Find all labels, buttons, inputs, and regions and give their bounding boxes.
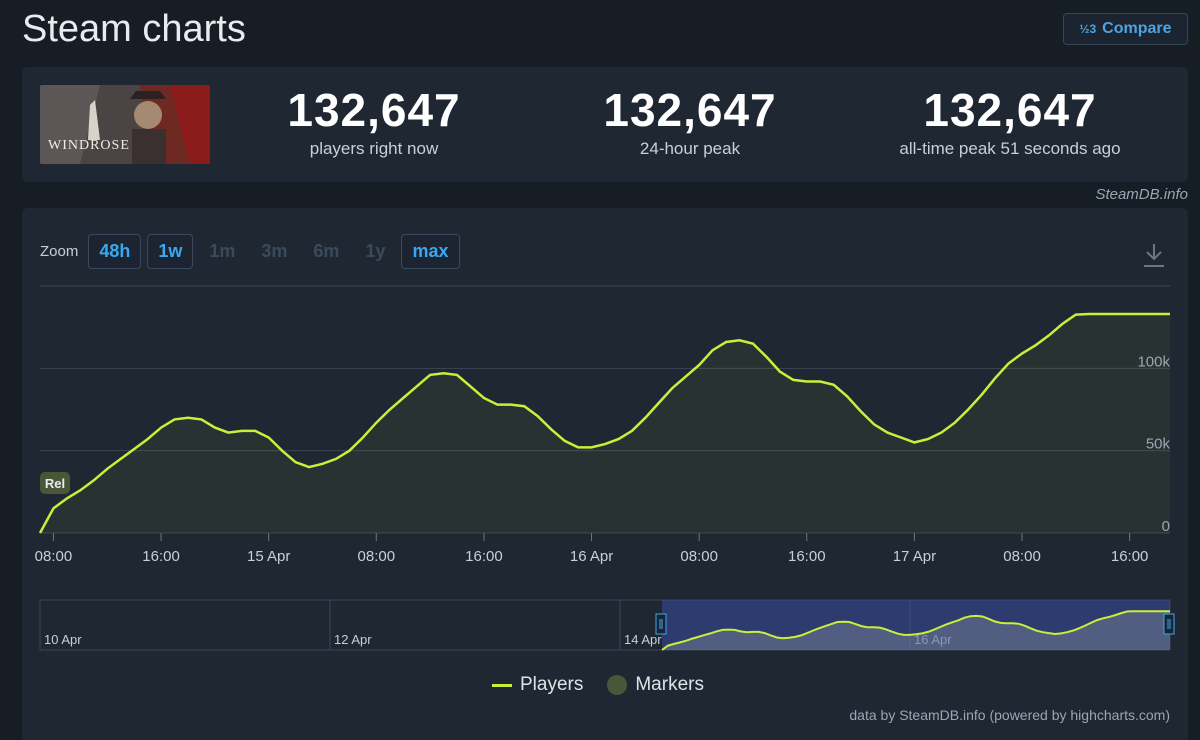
compare-button[interactable]: ½3 Compare <box>1063 13 1188 45</box>
game-logo-text: WINDROSE <box>48 138 130 153</box>
zoom-1y-button[interactable]: 1y <box>365 241 386 261</box>
chart-gridlines <box>40 285 1170 534</box>
zoom-max-button[interactable]: max <box>401 234 460 269</box>
x-tick-label: 15 Apr <box>247 548 290 565</box>
compare-label: Compare <box>1102 20 1172 37</box>
navigator-series-line <box>661 610 1170 651</box>
legend-markers[interactable]: Markers <box>607 674 704 696</box>
peak24-value: 132,647 <box>603 84 777 136</box>
legend-markers-label: Markers <box>635 674 704 695</box>
chart-panel: Zoom 48h 1w 1m 3m 6m 1y max 0 50k 100k 08:… <box>22 208 1188 740</box>
zoom-48h-button[interactable]: 48h <box>88 234 142 269</box>
legend-players-swatch <box>492 683 512 687</box>
download-icon[interactable] <box>1142 242 1166 268</box>
zoom-6m-button[interactable]: 6m <box>313 241 340 261</box>
current-players-value: 132,647 <box>287 84 461 136</box>
stats-panel: WINDROSE 132,647 players right now 132,6… <box>22 67 1188 182</box>
x-tick-label: 16 Apr <box>570 548 613 565</box>
stat-24h-peak: 132,647 24-hour peak <box>570 83 810 159</box>
footer-credit[interactable]: data by SteamDB.info (powered by highcha… <box>849 707 1170 723</box>
zoom-label: Zoom <box>40 243 79 260</box>
x-tick-label: 16:00 <box>788 548 826 565</box>
x-tick-label: 08:00 <box>680 548 718 565</box>
y-tick-label: 100k <box>1137 353 1170 370</box>
release-marker[interactable]: Rel <box>40 472 70 494</box>
x-tick-label: 17 Apr <box>893 548 936 565</box>
x-tick-label: 08:00 <box>358 548 396 565</box>
page-title: Steam charts <box>22 8 246 50</box>
peak24-label: 24-hour peak <box>639 139 741 158</box>
stat-alltime-peak: 132,647 all-time peak 51 seconds ago <box>860 83 1160 159</box>
zoom-3m-button[interactable]: 3m <box>261 241 288 261</box>
game-art-icon <box>40 85 210 164</box>
players-area <box>40 314 1170 533</box>
x-tick-label: 16:00 <box>1111 548 1149 565</box>
navigator-right-handle[interactable] <box>1163 613 1175 635</box>
fraction-icon: ½3 <box>1079 22 1097 36</box>
zoom-controls: Zoom 48h 1w 1m 3m 6m 1y max <box>40 234 460 269</box>
game-header-image[interactable]: WINDROSE <box>40 85 210 164</box>
navigator-tick-label: 14 Apr <box>624 632 662 647</box>
legend-players[interactable]: Players <box>492 674 583 696</box>
players-series-line[interactable] <box>38 312 1170 534</box>
y-tick-label: 50k <box>1146 436 1171 453</box>
x-tick-label: 08:00 <box>35 548 73 565</box>
navigator-tick-label: 10 Apr <box>44 632 82 647</box>
release-marker-label: Rel <box>45 476 65 491</box>
steamdb-credit[interactable]: SteamDB.info <box>1095 186 1188 203</box>
player-chart[interactable]: 0 50k 100k 08:00 16:00 15 Apr 08:00 16:00 16 Ap… <box>22 278 1188 658</box>
chart-legend: Players Markers <box>492 674 704 696</box>
zoom-1m-button[interactable]: 1m <box>209 241 236 261</box>
zoom-1w-button[interactable]: 1w <box>147 234 194 269</box>
stat-current: 132,647 players right now <box>254 83 494 159</box>
y-tick-label: 0 <box>1162 518 1170 535</box>
current-players-label: players right now <box>309 139 439 158</box>
navigator-area <box>662 611 1170 650</box>
legend-markers-swatch <box>607 675 628 695</box>
alltime-label: all-time peak 51 seconds ago <box>899 139 1121 158</box>
navigator-tick-label: 12 Apr <box>334 632 372 647</box>
alltime-value: 132,647 <box>923 84 1097 136</box>
x-tick-label: 08:00 <box>1003 548 1041 565</box>
x-tick-label: 16:00 <box>142 548 180 565</box>
navigator-left-handle[interactable] <box>655 613 667 635</box>
x-tick-label: 16:00 <box>465 548 503 565</box>
legend-players-label: Players <box>520 674 584 695</box>
